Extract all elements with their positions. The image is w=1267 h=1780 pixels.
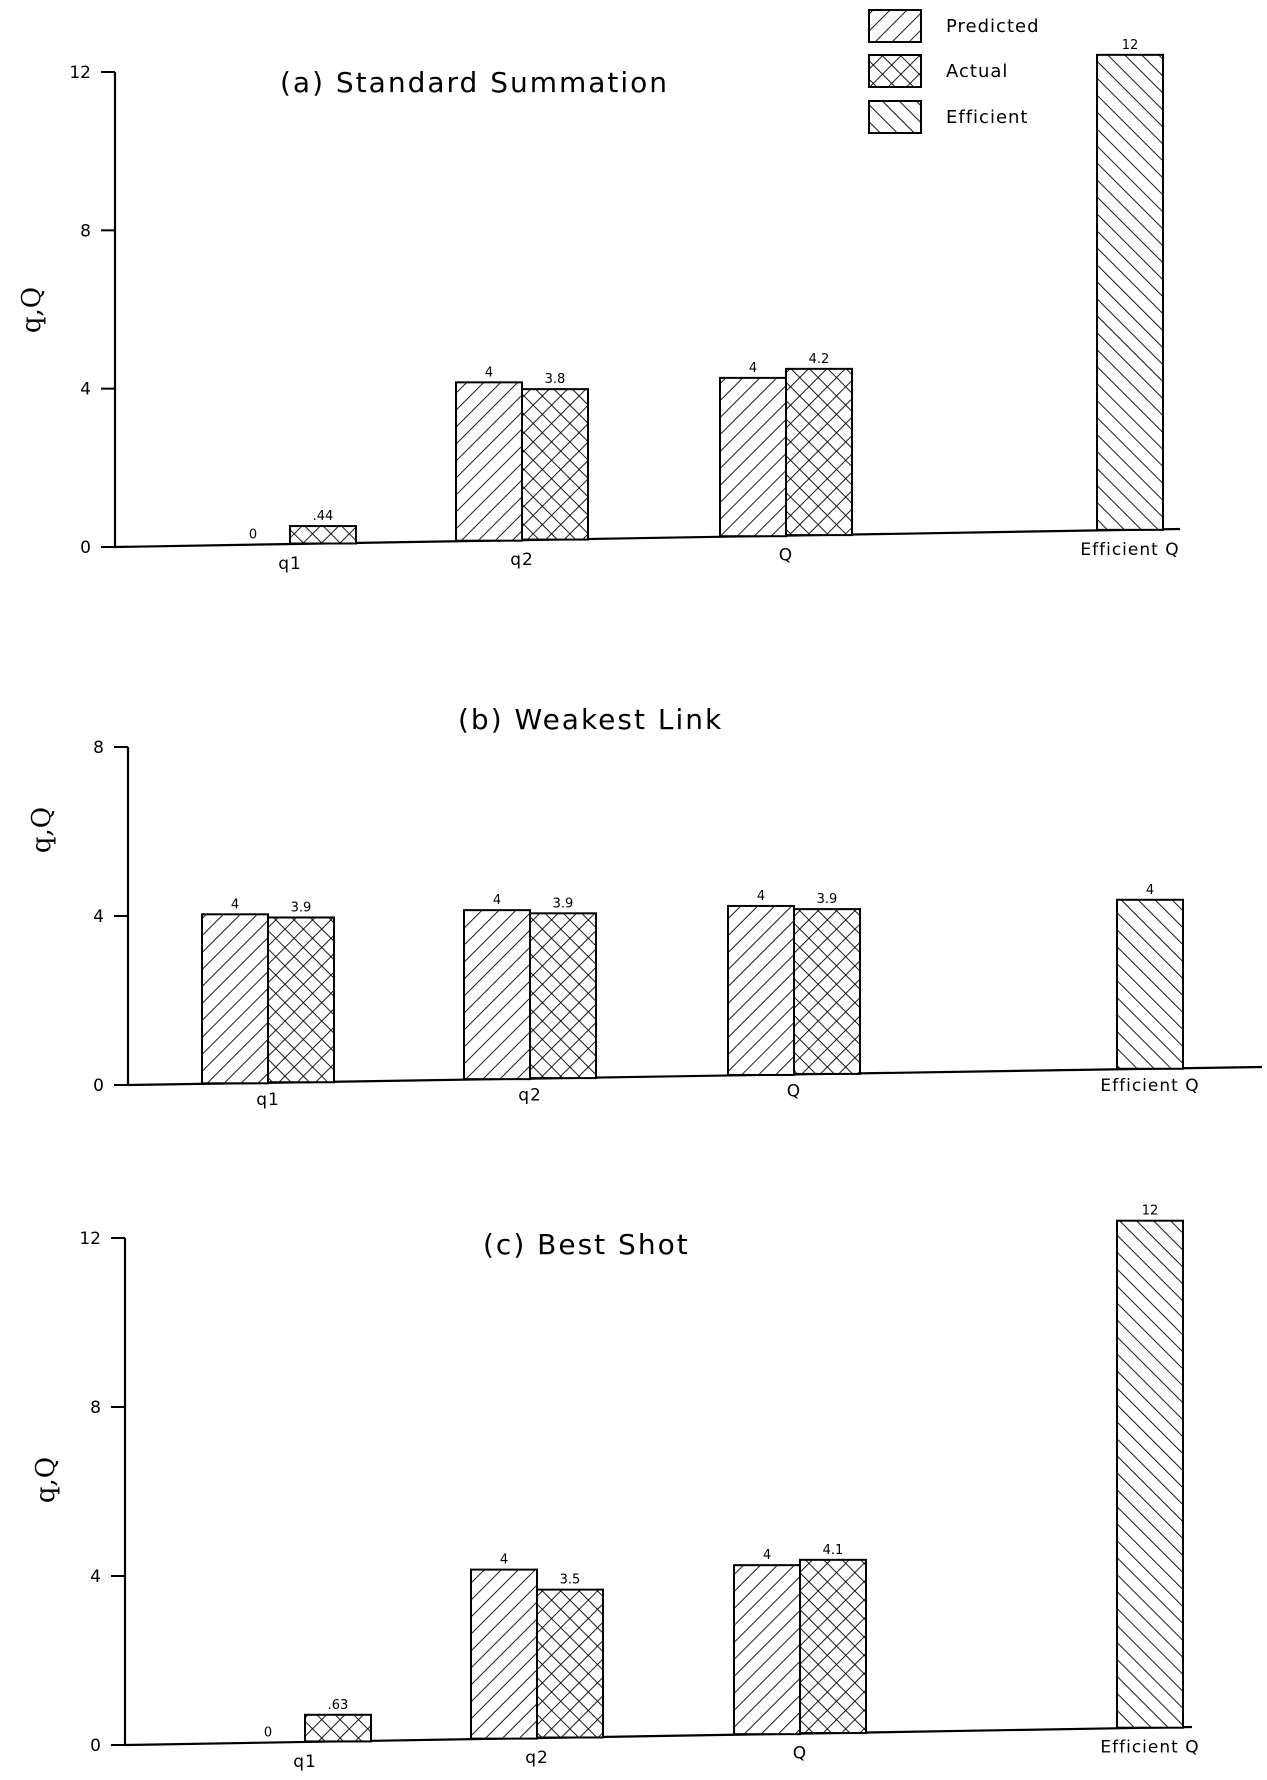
panel-weakest-link: (b) Weakest Link q,Q 0 4 8 q1 4 3.9 q2 4 3.9 Q 4 3.9 E…	[27, 703, 1263, 1110]
legend-swatch-fwd	[868, 9, 922, 43]
x-tick-label: q2	[525, 1748, 549, 1768]
y-tick-label: 4	[93, 907, 104, 927]
bar-predicted	[201, 913, 269, 1085]
bar-actual	[799, 1558, 867, 1735]
data-label: 4	[485, 365, 493, 380]
y-tick-label: 0	[90, 1736, 101, 1756]
data-label: 3.8	[545, 372, 566, 387]
data-label: .44	[313, 509, 334, 524]
data-label: 0	[264, 1726, 272, 1741]
data-label: 4.1	[823, 1543, 844, 1558]
data-label: 3.5	[560, 1573, 581, 1588]
data-label: 4	[757, 889, 765, 904]
bar-efficient	[1096, 53, 1164, 531]
bar-actual	[521, 388, 589, 541]
x-tick-label: q1	[256, 1090, 280, 1110]
bar-actual	[793, 908, 861, 1075]
y-axis-label: q,Q	[27, 807, 57, 853]
x-tick-label: q1	[293, 1752, 317, 1772]
data-label: .63	[328, 1698, 349, 1713]
bar-actual	[304, 1713, 372, 1743]
panel-best-shot: (c) Best Shot q,Q 0 4 8 12 q1 0 .63 q2 4 3.5 Q 4 4.1 Ef…	[31, 1204, 1199, 1772]
x-axis-line	[114, 527, 1181, 549]
data-label: 3.9	[817, 892, 838, 907]
x-tick-label: Q	[779, 546, 793, 566]
data-label: 4	[749, 361, 757, 376]
legend-label-actual: Actual	[946, 61, 1008, 82]
x-tick-label: q2	[510, 550, 534, 570]
chart-title: (a) Standard Summation	[280, 66, 669, 99]
bar-actual	[529, 912, 597, 1080]
y-axis-label: q,Q	[31, 1457, 61, 1503]
bar-actual	[267, 916, 335, 1084]
bar-actual	[536, 1588, 604, 1739]
data-label: 4	[1146, 883, 1154, 898]
chart-legend: Predicted Actual Efficient	[868, 9, 1040, 134]
bar-predicted	[719, 376, 787, 538]
data-label: 4	[500, 1553, 508, 1568]
x-axis-line	[124, 1725, 1193, 1747]
data-label: 12	[1122, 38, 1139, 53]
panel-standard-summation: (a) Standard Summation q,Q 0 4 8 12 q1 0 .44 q2 4 3…	[17, 38, 1181, 574]
y-tick-label: 8	[80, 221, 91, 241]
data-label: 4.2	[809, 352, 830, 367]
x-tick-label: Q	[787, 1081, 801, 1101]
y-tick-label: 8	[93, 738, 104, 758]
legend-swatch-back	[868, 100, 922, 134]
x-tick-label: q1	[278, 554, 302, 574]
data-label: 4	[763, 1548, 771, 1563]
y-tick-label: 0	[93, 1076, 104, 1096]
y-tick-label: 8	[90, 1398, 101, 1418]
chart-title: (b) Weakest Link	[458, 703, 723, 736]
x-tick-label: Efficient Q	[1100, 1738, 1199, 1758]
chart-title: (c) Best Shot	[483, 1228, 690, 1261]
x-tick-label: q2	[518, 1086, 542, 1106]
bar-predicted	[470, 1568, 538, 1740]
data-label: 3.9	[291, 900, 312, 915]
y-tick-label: 4	[80, 380, 91, 400]
x-tick-label: Efficient Q	[1080, 540, 1179, 560]
bar-actual	[289, 525, 357, 545]
legend-label-efficient: Efficient	[946, 107, 1029, 128]
bar-predicted	[727, 904, 795, 1076]
y-tick-label: 12	[79, 1229, 101, 1249]
x-tick-label: Efficient Q	[1100, 1076, 1199, 1096]
bar-actual	[785, 367, 853, 537]
bar-predicted	[733, 1564, 801, 1736]
data-label: 3.9	[553, 896, 574, 911]
data-label: 4	[493, 893, 501, 908]
bar-predicted	[463, 909, 531, 1081]
y-tick-label: 4	[90, 1567, 101, 1587]
y-tick-label: 12	[69, 63, 91, 83]
bar-predicted	[455, 381, 523, 542]
x-tick-label: Q	[793, 1744, 807, 1764]
y-tick-label: 0	[80, 538, 91, 558]
bar-efficient	[1116, 898, 1184, 1070]
data-label: 12	[1142, 1204, 1159, 1219]
legend-label-predicted: Predicted	[946, 16, 1040, 37]
legend-swatch-cross	[868, 54, 922, 88]
bar-efficient	[1116, 1219, 1184, 1729]
y-axis-label: q,Q	[17, 287, 47, 333]
data-label: 0	[249, 528, 257, 543]
data-label: 4	[231, 897, 239, 912]
